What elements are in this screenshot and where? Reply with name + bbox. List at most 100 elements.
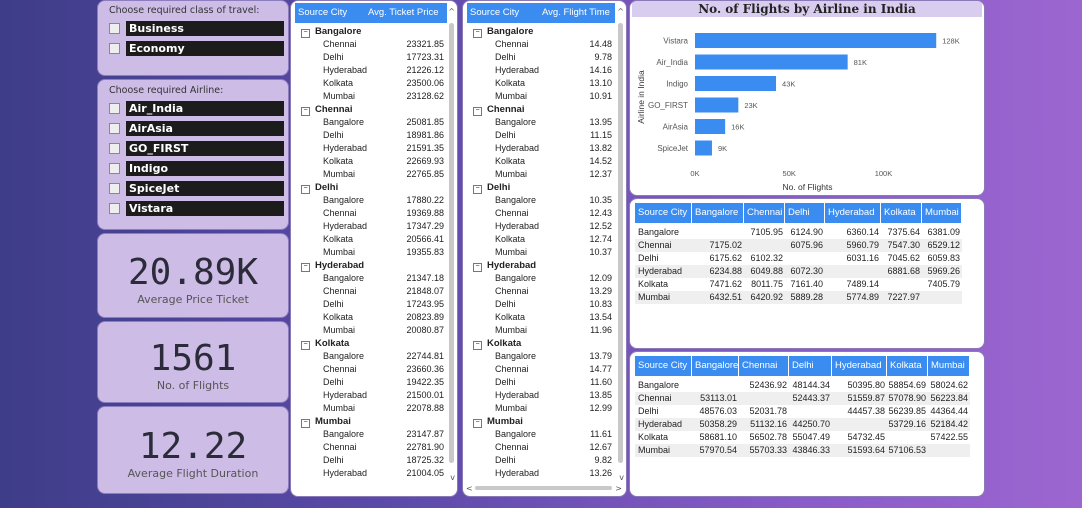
collapse-icon[interactable]: − [301, 263, 310, 272]
table-row: Delhi 48576.03 52031.78 44457.38 56239.85 443… [635, 405, 970, 418]
column-header[interactable]: Kolkata [887, 356, 927, 376]
airline-option-indigo[interactable]: Indigo [109, 160, 288, 176]
column-header[interactable]: Mumbai [922, 203, 961, 223]
bar[interactable] [695, 140, 712, 156]
value-cell: 53729.16 [888, 419, 926, 429]
matrix-row: Mumbai 12.99 [467, 402, 616, 415]
checkbox-icon[interactable] [109, 102, 120, 114]
collapse-icon[interactable]: − [473, 107, 482, 116]
value-cell: 52436.92 [749, 380, 787, 390]
vertical-scrollbar[interactable] [618, 23, 623, 463]
matrix-group-row[interactable]: − Chennai [467, 103, 616, 116]
matrix-group-row[interactable]: − Bangalore [295, 25, 447, 38]
collapse-icon[interactable]: − [301, 419, 310, 428]
column-header[interactable]: Delhi [785, 203, 824, 223]
column-header[interactable]: Bangalore [692, 356, 738, 376]
column-header-source-city[interactable]: Source City [295, 3, 365, 23]
chevron-up-icon[interactable]: ^ [448, 7, 455, 16]
chevron-right-icon[interactable]: > [615, 484, 622, 493]
collapse-icon[interactable]: − [301, 185, 310, 194]
value-cell: 19369.88 [406, 208, 444, 218]
chevron-down-icon[interactable]: v [619, 473, 624, 482]
x-tick-label: 0K [690, 169, 699, 178]
value-cell: 23321.85 [406, 39, 444, 49]
collapse-icon[interactable]: − [473, 263, 482, 272]
chevron-down-icon[interactable]: v [450, 473, 455, 482]
checkbox-icon[interactable] [109, 182, 120, 194]
destination-cell: Delhi [495, 130, 516, 140]
checkbox-icon[interactable] [109, 202, 120, 214]
destination-cell: Mumbai [323, 169, 356, 179]
column-header[interactable]: Hyderabad [832, 356, 886, 376]
airline-option-vistara[interactable]: Vistara [109, 200, 288, 216]
checkbox-icon[interactable] [109, 42, 120, 54]
checkbox-icon[interactable] [109, 22, 120, 34]
chevron-up-icon[interactable]: ^ [617, 7, 624, 16]
airline-option-go-first[interactable]: GO_FIRST [109, 140, 288, 156]
matrix-row: Chennai 12.67 [467, 441, 616, 454]
collapse-icon[interactable]: − [473, 341, 482, 350]
matrix-group-row[interactable]: − Bangalore [467, 25, 616, 38]
kpi-label: Average Flight Duration [127, 467, 259, 480]
destination-cell: Hyderabad [495, 390, 540, 400]
bar[interactable] [695, 54, 848, 70]
bar[interactable] [695, 33, 937, 48]
matrix-group-row[interactable]: − Kolkata [467, 337, 616, 350]
chevron-left-icon[interactable]: < [466, 484, 473, 493]
matrix-group-row[interactable]: − Kolkata [295, 337, 447, 350]
matrix-body: − Bangalore Chennai 14.48 Delhi 9.78 Hyderabad… [467, 25, 616, 480]
bar[interactable] [695, 119, 726, 134]
group-label: Bangalore [487, 26, 534, 37]
group-label: Mumbai [487, 416, 523, 427]
matrix-group-row[interactable]: − Hyderabad [295, 259, 447, 272]
value-cell: 7547.30 [887, 240, 920, 250]
matrix-row: Mumbai 22078.88 [295, 402, 447, 415]
airline-option-air-india[interactable]: Air_India [109, 100, 288, 116]
matrix-group-row[interactable]: − Hyderabad [467, 259, 616, 272]
matrix-row: Hyderabad 21500.01 [295, 389, 447, 402]
column-header[interactable]: Mumbai [928, 356, 969, 376]
matrix-group-row[interactable]: − Mumbai [295, 415, 447, 428]
value-cell: 52031.78 [749, 406, 787, 416]
matrix-group-row[interactable]: − Delhi [467, 181, 616, 194]
value-cell: 5889.28 [790, 292, 823, 302]
class-option-economy[interactable]: Economy [109, 40, 288, 56]
checkbox-icon[interactable] [109, 122, 120, 134]
column-header[interactable]: Kolkata [881, 203, 921, 223]
column-header[interactable]: Chennai [744, 203, 784, 223]
destination-cell: Mumbai [323, 247, 356, 257]
horizontal-scrollbar[interactable] [475, 486, 612, 490]
airline-option-spicejet[interactable]: SpiceJet [109, 180, 288, 196]
destination-cell: Hyderabad [495, 468, 540, 478]
matrix-group-row[interactable]: − Delhi [295, 181, 447, 194]
column-header[interactable]: Hyderabad [825, 203, 880, 223]
matrix-row: Hyderabad 13.26 [467, 467, 616, 480]
vertical-scrollbar[interactable] [449, 23, 454, 463]
column-header[interactable]: Chennai [739, 356, 788, 376]
column-header[interactable]: Delhi [789, 356, 831, 376]
collapse-icon[interactable]: − [301, 341, 310, 350]
matrix-group-row[interactable]: − Mumbai [467, 415, 616, 428]
collapse-icon[interactable]: − [301, 107, 310, 116]
destination-cell: Chennai [495, 208, 529, 218]
column-header-avg-ticket-price[interactable]: Avg. Ticket Price [365, 3, 447, 23]
matrix-group-row[interactable]: − Chennai [295, 103, 447, 116]
column-header[interactable]: Bangalore [692, 203, 743, 223]
bar[interactable] [695, 97, 739, 113]
column-header-source-city[interactable]: Source City [467, 3, 539, 23]
collapse-icon[interactable]: − [473, 419, 482, 428]
airline-slicer: Choose required Airline: Air_India AirAs… [97, 79, 289, 230]
collapse-icon[interactable]: − [473, 29, 482, 38]
value-cell: 10.83 [589, 299, 612, 309]
destination-cell: Delhi [323, 455, 344, 465]
column-header[interactable]: Source City [635, 203, 691, 223]
class-option-business[interactable]: Business [109, 20, 288, 36]
column-header[interactable]: Source City [635, 356, 691, 376]
bar[interactable] [695, 76, 777, 91]
collapse-icon[interactable]: − [301, 29, 310, 38]
column-header-avg-flight-time[interactable]: Avg. Flight Time [539, 3, 615, 23]
checkbox-icon[interactable] [109, 142, 120, 154]
checkbox-icon[interactable] [109, 162, 120, 174]
collapse-icon[interactable]: − [473, 185, 482, 194]
airline-option-airasia[interactable]: AirAsia [109, 120, 288, 136]
